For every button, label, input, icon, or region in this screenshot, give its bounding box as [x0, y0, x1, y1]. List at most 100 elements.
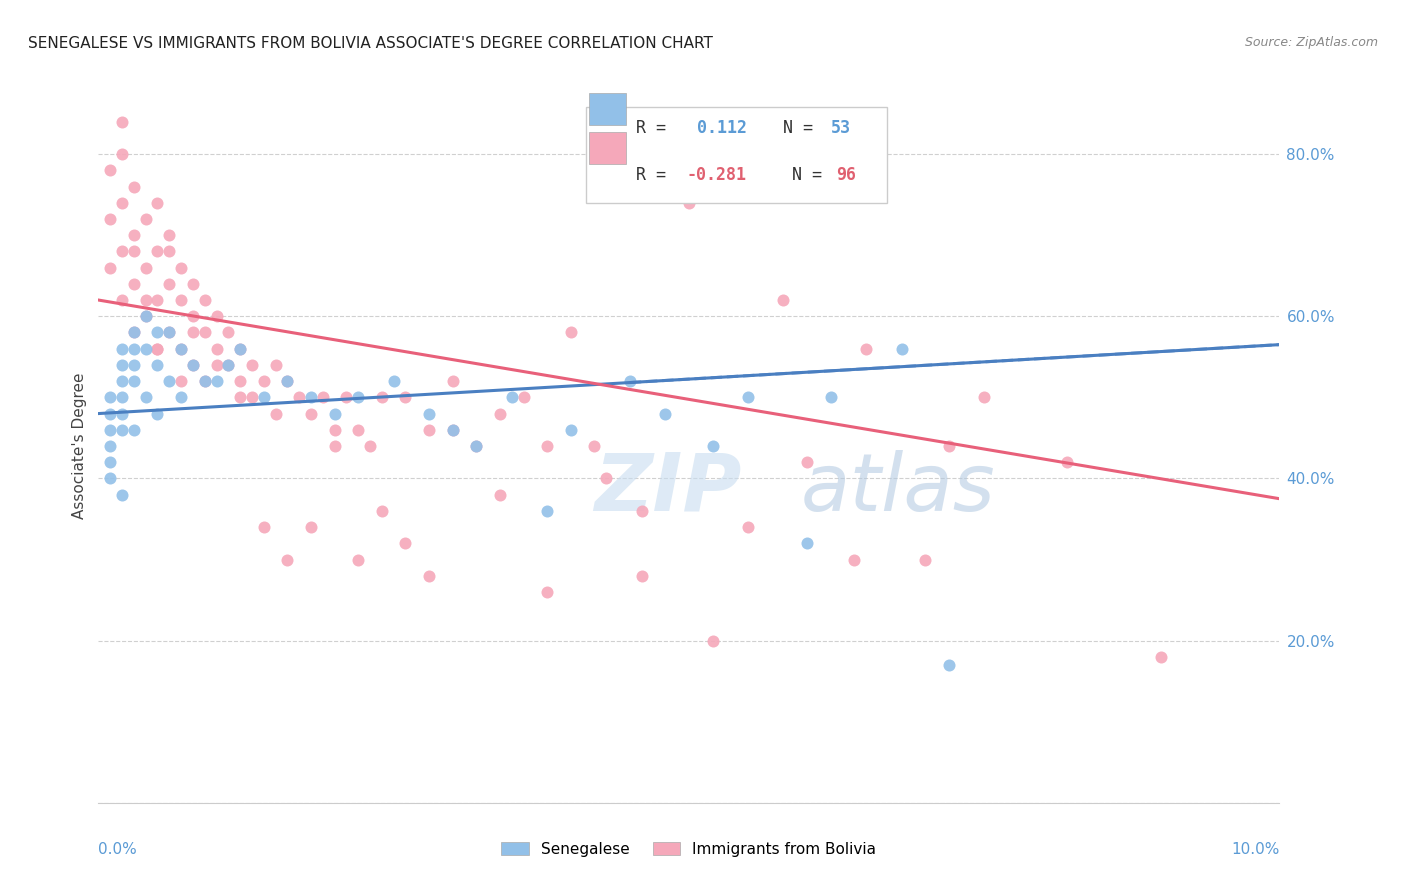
- Point: [181, 277, 204, 291]
- Text: N =: N =: [772, 166, 831, 185]
- Point: [253, 374, 276, 388]
- Point: [323, 407, 346, 421]
- Point: [418, 568, 440, 582]
- Point: [205, 358, 228, 372]
- Y-axis label: Associate's Degree: Associate's Degree: [72, 373, 87, 519]
- Point: [323, 439, 346, 453]
- Point: [299, 520, 322, 534]
- Point: [560, 326, 582, 340]
- Point: [844, 552, 866, 566]
- Point: [347, 423, 370, 437]
- Point: [702, 633, 724, 648]
- Point: [111, 374, 134, 388]
- Point: [264, 358, 287, 372]
- Point: [441, 423, 464, 437]
- Point: [98, 260, 121, 275]
- Point: [276, 374, 298, 388]
- Point: [181, 358, 204, 372]
- Point: [359, 439, 381, 453]
- Point: [111, 147, 134, 161]
- Point: [772, 293, 794, 307]
- Point: [135, 260, 157, 275]
- Point: [737, 520, 759, 534]
- Point: [229, 342, 252, 356]
- Point: [98, 390, 121, 404]
- Point: [157, 277, 180, 291]
- Point: [312, 390, 335, 404]
- Point: [441, 374, 464, 388]
- Point: [205, 310, 228, 324]
- Point: [98, 439, 121, 453]
- Point: [796, 536, 818, 550]
- Point: [122, 244, 145, 259]
- Point: [194, 293, 217, 307]
- Point: [654, 407, 676, 421]
- Point: [170, 390, 193, 404]
- Point: [170, 260, 193, 275]
- Point: [181, 310, 204, 324]
- Text: 53: 53: [831, 120, 851, 137]
- Legend: Senegalese, Immigrants from Bolivia: Senegalese, Immigrants from Bolivia: [495, 836, 883, 863]
- Point: [820, 390, 842, 404]
- Point: [288, 390, 311, 404]
- Point: [253, 520, 276, 534]
- Text: ZIP: ZIP: [595, 450, 742, 528]
- Text: R =: R =: [636, 120, 676, 137]
- Text: -0.281: -0.281: [686, 166, 747, 185]
- Point: [394, 390, 416, 404]
- Point: [465, 439, 488, 453]
- Text: atlas: atlas: [801, 450, 995, 528]
- Point: [890, 342, 912, 356]
- Point: [98, 163, 121, 178]
- Point: [146, 244, 169, 259]
- Point: [194, 374, 217, 388]
- Point: [111, 293, 134, 307]
- Point: [181, 326, 204, 340]
- Point: [146, 326, 169, 340]
- Point: [98, 455, 121, 469]
- Point: [122, 228, 145, 243]
- Point: [796, 455, 818, 469]
- Point: [299, 390, 322, 404]
- Point: [229, 374, 252, 388]
- Point: [146, 342, 169, 356]
- Point: [229, 390, 252, 404]
- Text: R =: R =: [636, 166, 676, 185]
- Point: [111, 195, 134, 210]
- Point: [157, 326, 180, 340]
- Point: [111, 407, 134, 421]
- Point: [855, 342, 877, 356]
- Point: [157, 244, 180, 259]
- Point: [111, 114, 134, 128]
- Text: 0.112: 0.112: [686, 120, 747, 137]
- Point: [170, 293, 193, 307]
- Point: [382, 374, 405, 388]
- Point: [122, 326, 145, 340]
- Point: [536, 504, 558, 518]
- Point: [135, 310, 157, 324]
- Point: [583, 439, 606, 453]
- Point: [98, 423, 121, 437]
- Point: [489, 488, 512, 502]
- Point: [595, 471, 617, 485]
- Point: [371, 390, 394, 404]
- Point: [146, 195, 169, 210]
- Point: [536, 439, 558, 453]
- Point: [737, 390, 759, 404]
- Point: [135, 211, 157, 226]
- Point: [418, 423, 440, 437]
- Point: [1150, 649, 1173, 664]
- Point: [98, 211, 121, 226]
- FancyBboxPatch shape: [586, 107, 887, 203]
- Point: [217, 326, 239, 340]
- Point: [512, 390, 534, 404]
- Text: 10.0%: 10.0%: [1232, 842, 1279, 857]
- Point: [146, 342, 169, 356]
- Point: [619, 374, 641, 388]
- Point: [973, 390, 995, 404]
- Point: [240, 358, 263, 372]
- Point: [111, 488, 134, 502]
- Point: [122, 342, 145, 356]
- Point: [157, 326, 180, 340]
- Point: [205, 342, 228, 356]
